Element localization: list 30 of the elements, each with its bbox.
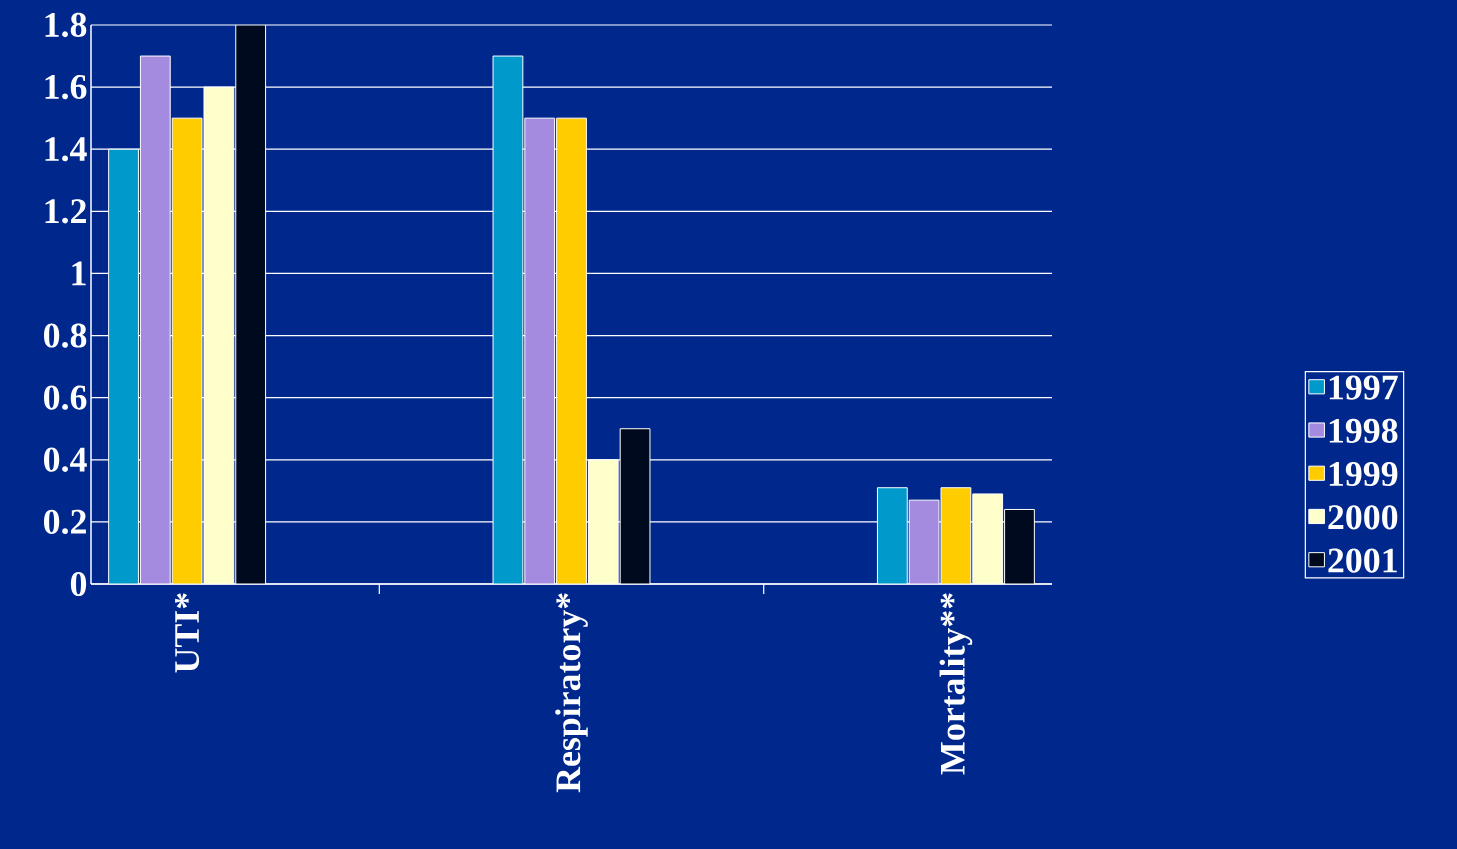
legend-label: 2000: [1328, 505, 1398, 530]
legend-label: 1997: [1329, 375, 1398, 400]
y-tick-label: 0.6: [44, 385, 87, 410]
bar: [139, 55, 171, 584]
bar: [587, 459, 619, 584]
bar: [492, 55, 524, 584]
y-tick-label: 0.8: [44, 323, 87, 348]
bar: [876, 487, 908, 584]
bar: [972, 493, 1004, 584]
bar: [171, 117, 203, 584]
bar: [556, 117, 587, 584]
bar: [908, 499, 940, 584]
legend-label: 1998: [1329, 418, 1398, 443]
y-tick-label: 1.8: [45, 12, 87, 38]
bar: [940, 487, 972, 584]
legend-label: 1999: [1329, 462, 1398, 487]
bar: [524, 117, 556, 584]
y-tick-label: 1.2: [45, 199, 86, 224]
legend-label: 2001: [1328, 548, 1397, 573]
bar: [108, 148, 139, 584]
y-tick-label: 1.4: [45, 137, 87, 162]
y-tick-label: 0.4: [44, 447, 87, 472]
y-tick-label: 0: [70, 571, 87, 597]
y-tick-label: 1: [72, 261, 86, 286]
x-tick-label: Mortality**: [939, 593, 973, 775]
bar: [203, 86, 235, 584]
y-tick-label: 0.2: [44, 509, 86, 535]
x-tick-label: UTI*: [175, 593, 200, 673]
y-tick-label: 1.6: [45, 74, 87, 100]
x-tick-label: Respiratory*: [555, 593, 588, 793]
